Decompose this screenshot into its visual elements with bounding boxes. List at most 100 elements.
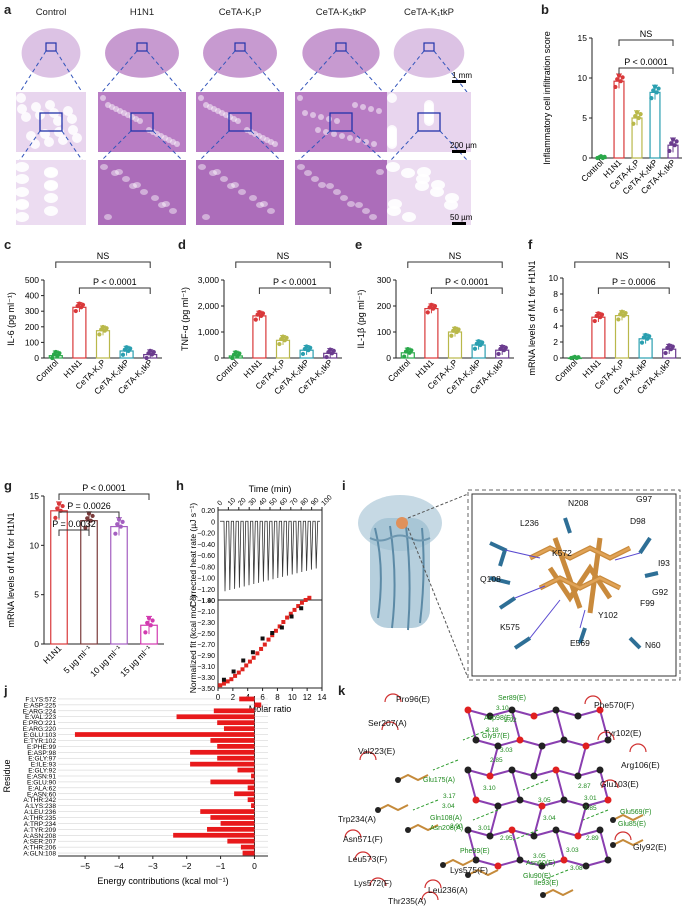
data-point [282,338,287,343]
residue-label: E:ARG:220 [23,726,57,733]
ligand-bond [599,709,609,741]
data-point [55,353,60,358]
alveolus [238,189,246,195]
alveolus [44,180,58,190]
data-point [670,137,676,142]
data-point [79,305,84,310]
residue-label: Lys575(F) [450,865,488,875]
fit-point [240,667,245,672]
ligand-atom [582,862,590,870]
lung-section [393,28,465,78]
data-point [454,329,459,335]
y-tick-label: 0 [34,639,39,649]
residue-label: D98 [630,516,646,526]
ligplot-panel-k: Pro96(E) Ser207(A) Val223(E) Trp234(A) Asn57… [338,693,667,906]
zoom-box-small [335,42,347,52]
ligand-atom [604,856,612,864]
alveolus [162,201,170,207]
ligand-atom [552,826,560,834]
alveolus [371,141,377,147]
alveolus [249,195,257,201]
energy-bar [251,803,255,808]
ligand-atom [574,772,582,780]
x-axis-label: Molar ratio [249,704,292,714]
y-tick-label: 6 [553,305,558,315]
fit-point [236,670,241,675]
zoom-guide [298,50,337,93]
data-point [501,348,507,353]
alveolus [401,168,415,178]
fit-point [296,604,301,609]
top-x-tick-label: 20 [237,497,248,508]
lung-section [203,28,277,78]
residue-label: G92 [652,587,668,597]
data-point [60,503,65,509]
data-point [56,501,62,506]
ligand-bond [541,739,565,747]
ligand-bond [541,799,565,807]
residue-label: E:ILE:93 [31,762,57,769]
ligand-atom [574,712,582,720]
ligand-atom [604,796,612,804]
raw-point [250,650,255,655]
alveolus [122,176,130,182]
ligand-bond [497,739,521,747]
residue-label: Tyr102(E) [604,728,641,738]
p-bracket-label: P = 0.0006 [612,277,656,287]
data-point [113,531,118,536]
alveolus [431,180,445,190]
p-bracket-label: P < 0.0001 [445,277,489,287]
data-point [634,110,640,115]
top-x-tick-label: 70 [289,497,300,508]
zoom-guide [433,50,468,93]
bottom-y-tick-label: −2.10 [197,609,215,616]
ligand-atom [472,856,480,864]
ns-bracket-label: NS [277,251,290,261]
fit-point [273,628,278,633]
ligand-atom [486,712,494,720]
y-tick-label: 1,000 [198,327,220,337]
data-point [86,511,92,516]
top-y-axis-label: Corrected heat rate (µJ s⁻¹) [188,503,198,608]
data-point [115,522,120,527]
residue-label: Gln108(A) [430,815,462,822]
data-point [667,148,672,154]
hbond-distance: 2.90 [450,823,463,830]
y-axis-label: IL-6 (pg ml⁻¹) [6,292,16,346]
data-point [150,618,155,623]
ligand-bond [533,769,557,777]
hbond-distance: 2.87 [578,783,591,790]
residue-label: K575 [500,622,520,632]
hbond [462,729,489,741]
data-point [144,355,149,361]
scale-bar-50um [452,222,466,225]
residue-label: Asp98(E) [484,715,513,722]
alveolus [387,93,397,103]
panel-label-i: i [342,478,346,493]
data-point [148,623,153,628]
data-point [143,630,148,635]
fit-point [285,615,290,620]
bar [252,315,267,359]
data-point [498,346,503,352]
alveolus [424,100,434,110]
ligand-bond [511,829,535,837]
data-point [615,77,620,82]
ligand-bond [577,709,601,717]
y-tick-label: 4 [553,321,558,331]
bottom-y-tick-label: −3.30 [197,675,215,682]
p-bracket [258,287,331,294]
data-point [146,616,152,621]
residue-label: N60 [645,640,661,650]
residue-label: Q108 [480,574,501,584]
ligand-bond [467,769,477,801]
data-point [651,88,656,93]
residue-label: E:VAL:223 [25,714,56,721]
bottom-y-tick-label: −1.90 [197,598,215,605]
p-bracket [618,67,674,74]
bar [424,308,439,359]
fit-point [277,624,282,629]
alveolus [347,135,353,141]
data-point [329,351,335,356]
residue-label: E:ASN:91 [27,774,56,781]
